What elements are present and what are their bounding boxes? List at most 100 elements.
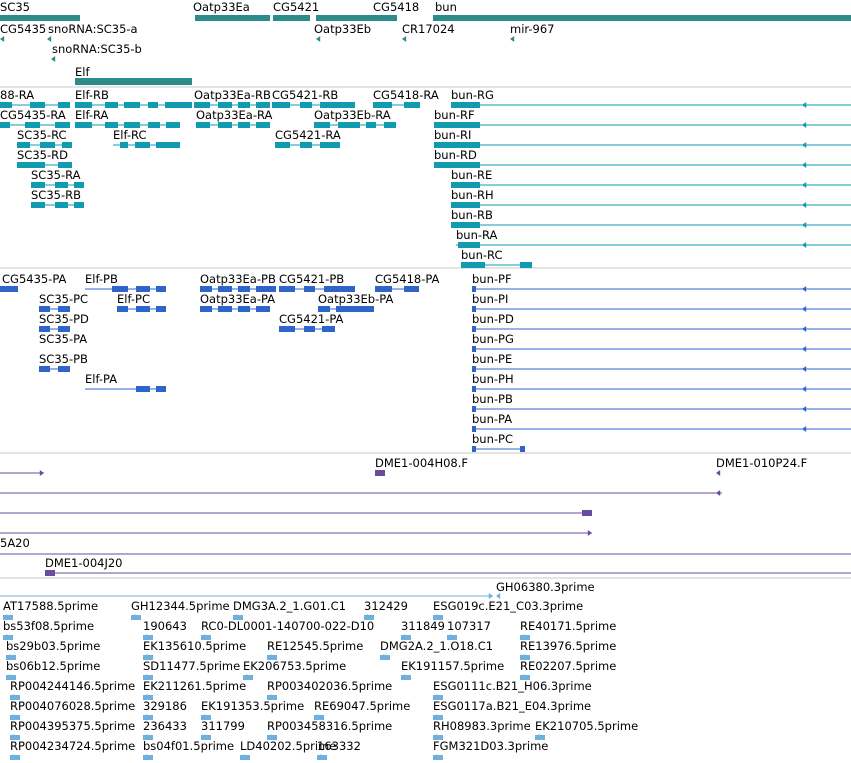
cds-bun-ph-exon-1[interactable] xyxy=(472,386,476,392)
transcript-elf-rc-exon-3[interactable] xyxy=(156,142,180,148)
transcript-elf-ra-exon-2[interactable] xyxy=(105,122,118,128)
feature-label-cg5435-ra[interactable]: CG5435-RA xyxy=(0,108,66,122)
est-sd11477-5prime-block[interactable] xyxy=(143,675,153,680)
cds-elf-pc-exon-1[interactable] xyxy=(117,306,128,312)
feature-label-bun-pi[interactable]: bun-PI xyxy=(472,292,509,306)
feature-label-fgm321d03-3prime[interactable]: FGM321D03.3prime xyxy=(433,739,549,753)
feature-label-gh12344-5prime[interactable]: GH12344.5prime xyxy=(131,599,230,613)
transcript-sc35-rc-exon-3[interactable] xyxy=(62,142,72,148)
feature-label-bun-ra[interactable]: bun-RA xyxy=(456,228,498,242)
transcript-sc35-rc-exon-1[interactable] xyxy=(17,142,30,148)
feature-label-bun-re[interactable]: bun-RE xyxy=(451,168,493,182)
est-163332-block[interactable] xyxy=(317,755,327,760)
feature-label-bs06b12-5prime[interactable]: bs06b12.5prime xyxy=(6,659,101,673)
gene-bar-cg5421[interactable] xyxy=(273,15,310,21)
feature-label-107317[interactable]: 107317 xyxy=(447,619,491,633)
feature-label-ek206753-5prime[interactable]: EK206753.5prime xyxy=(243,659,347,673)
transcript-cg5435-ra-exon-1[interactable] xyxy=(0,122,10,128)
feature-label-gh06380-3prime[interactable]: GH06380.3prime xyxy=(496,580,595,594)
feature-label-329186[interactable]: 329186 xyxy=(143,699,187,713)
cds-oatp33eb-pa-exon-1[interactable] xyxy=(318,306,330,312)
feature-label-ld40202-5prime[interactable]: LD40202.5prime xyxy=(240,739,337,753)
feature-label-bun[interactable]: bun xyxy=(435,0,457,14)
feature-label-bun-pe[interactable]: bun-PE xyxy=(472,352,513,366)
feature-label-cg5435-pa[interactable]: CG5435-PA xyxy=(2,272,67,286)
cds-oatp33ea-pb-exon-3[interactable] xyxy=(238,286,250,292)
transcript-88-ra-exon-1[interactable] xyxy=(0,102,12,108)
transcript-bun-ri-exon-1[interactable] xyxy=(434,142,480,148)
feature-label-sd11477-5prime[interactable]: SD11477.5prime xyxy=(143,659,241,673)
feature-label-sc35-rb[interactable]: SC35-RB xyxy=(31,188,81,202)
est-ek135610-5prime-block[interactable] xyxy=(143,655,153,660)
feature-label-oatp33eb-pa[interactable]: Oatp33Eb-PA xyxy=(318,292,394,306)
cds-bun-pc-exon-2[interactable] xyxy=(520,446,525,452)
est-bs29b03-5prime-block[interactable] xyxy=(6,655,16,660)
feature-label-312429[interactable]: 312429 xyxy=(364,599,408,613)
est-re13976-5prime-block[interactable] xyxy=(520,655,530,660)
feature-label-elf-pc[interactable]: Elf-PC xyxy=(117,292,150,306)
feature-label-bun-ph[interactable]: bun-PH xyxy=(472,372,514,386)
transcript-sc35-rc-exon-2[interactable] xyxy=(40,142,55,148)
gene-bar-sc35[interactable] xyxy=(0,15,80,21)
feature-label-re40171-5prime[interactable]: RE40171.5prime xyxy=(520,619,617,633)
est-ek191157-5prime-block[interactable] xyxy=(401,675,411,680)
cds-bun-pe-exon-1[interactable] xyxy=(472,366,476,372)
gene-bar-oatp33eb-range[interactable] xyxy=(316,15,374,21)
cds-cg5421-pa-exon-1[interactable] xyxy=(279,326,295,332)
cds-elf-pb-exon-2[interactable] xyxy=(136,286,150,292)
feature-label-snorna-sc35-b[interactable]: snoRNA:SC35-b xyxy=(52,42,142,56)
feature-label-163332[interactable]: 163332 xyxy=(317,739,361,753)
cds-elf-pa-exon-1[interactable] xyxy=(136,386,150,392)
transcript-oatp33ea-ra-exon-3[interactable] xyxy=(238,122,250,128)
est-rp004076028-5prime-block[interactable] xyxy=(10,715,20,720)
transcript-bun-re-exon-1[interactable] xyxy=(451,182,480,188)
feature-label-cr17024[interactable]: CR17024 xyxy=(402,22,455,36)
cds-bun-pb-exon-1[interactable] xyxy=(472,406,476,412)
transcript-cg5435-ra-exon-2[interactable] xyxy=(25,122,40,128)
cdna-row-3-block[interactable] xyxy=(582,510,592,516)
feature-label-bun-rh[interactable]: bun-RH xyxy=(451,188,494,202)
cds-sc35-pd-exon-1[interactable] xyxy=(39,326,50,332)
cds-cg5421-pb-exon-3[interactable] xyxy=(324,286,355,292)
cds-cg5421-pa-exon-3[interactable] xyxy=(322,326,335,332)
transcript-bun-rg-exon-1[interactable] xyxy=(451,102,480,108)
cds-sc35-pc-exon-2[interactable] xyxy=(58,306,70,312)
feature-label-oatp33ea-ra[interactable]: Oatp33Ea-RA xyxy=(196,108,273,122)
feature-label-elf[interactable]: Elf xyxy=(75,65,90,79)
cds-bun-pd-exon-1[interactable] xyxy=(472,326,476,332)
transcript-elf-rc-exon-2[interactable] xyxy=(135,142,150,148)
transcript-oatp33ea-ra-exon-1[interactable] xyxy=(196,122,210,128)
feature-label-rp004244146-5prime[interactable]: RP004244146.5prime xyxy=(10,679,136,693)
feature-label-236433[interactable]: 236433 xyxy=(143,719,187,733)
feature-label-sc35-rc[interactable]: SC35-RC xyxy=(17,128,67,142)
cds-oatp33ea-pa-exon-1[interactable] xyxy=(200,306,212,312)
est-esg0117a-b21-e04-3prime-block[interactable] xyxy=(433,715,443,720)
cds-cg5421-pb-exon-1[interactable] xyxy=(279,286,295,292)
feature-label-rp004395375-5prime[interactable]: RP004395375.5prime xyxy=(10,719,136,733)
feature-label-cg5435[interactable]: CG5435 xyxy=(0,22,47,36)
cds-cg5421-pb-exon-2[interactable] xyxy=(304,286,315,292)
est-ek206753-5prime-block[interactable] xyxy=(243,675,253,680)
feature-label-esg019c-e21-c03-3prime[interactable]: ESG019c.E21_C03.3prime xyxy=(433,599,584,613)
est-dmg3a-2-1-g01-c1-block[interactable] xyxy=(233,615,243,620)
est-ek211261-5prime-block[interactable] xyxy=(143,695,153,700)
transcript-oatp33eb-ra-exon-2[interactable] xyxy=(338,122,360,128)
feature-label-rp003458316-5prime[interactable]: RP003458316.5prime xyxy=(267,719,393,733)
feature-label-190643[interactable]: 190643 xyxy=(143,619,187,633)
est-ld40202-5prime-block[interactable] xyxy=(240,755,250,760)
est-re12545-5prime-block[interactable] xyxy=(267,655,277,660)
feature-label-oatp33eb-ra[interactable]: Oatp33Eb-RA xyxy=(314,108,391,122)
cds-elf-pc-exon-3[interactable] xyxy=(156,306,166,312)
transcript-cg5421-rb-exon-3[interactable] xyxy=(320,102,355,108)
transcript-elf-rb-exon-5[interactable] xyxy=(165,102,192,108)
feature-label-cg5418-pa[interactable]: CG5418-PA xyxy=(375,272,440,286)
transcript-elf-ra-exon-3[interactable] xyxy=(124,122,140,128)
gene-bar-elf[interactable] xyxy=(75,78,192,85)
cds-bun-pa-exon-1[interactable] xyxy=(472,426,476,432)
feature-label-ek211261-5prime[interactable]: EK211261.5prime xyxy=(143,679,247,693)
feature-label-bun-pb[interactable]: bun-PB xyxy=(472,392,513,406)
feature-label-sc35-ra[interactable]: SC35-RA xyxy=(31,168,81,182)
transcript-elf-ra-exon-1[interactable] xyxy=(75,122,92,128)
feature-label-oatp33ea-rb[interactable]: Oatp33Ea-RB xyxy=(194,88,271,102)
est-236433-block[interactable] xyxy=(143,735,153,740)
